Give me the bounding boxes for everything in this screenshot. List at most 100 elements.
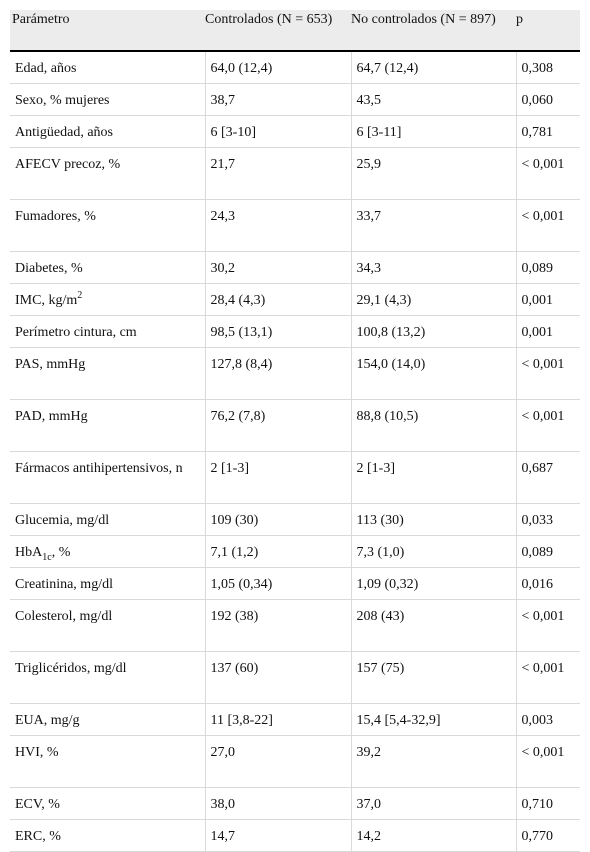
cell-p: 0,781: [515, 115, 580, 148]
cell-parametro: Edad, años: [10, 51, 205, 84]
table-row: IMC, kg/m2 28,4 (4,3) 29,1 (4,3) 0,001: [10, 283, 580, 316]
table-row: PAS, mmHg 127,8 (8,4) 154,0 (14,0) < 0,001: [10, 347, 580, 400]
cell-controlados: 6 [3-10]: [204, 115, 351, 148]
parametro-text: PAD, mmHg: [15, 409, 88, 424]
cell-no-controlados: 208 (43): [350, 599, 516, 652]
cell-controlados: 24,3: [204, 199, 351, 252]
cell-p: 0,033: [515, 503, 580, 536]
table-row: Perímetro cintura, cm 98,5 (13,1) 100,8 (1…: [10, 315, 580, 348]
cell-p: 0,089: [515, 535, 580, 568]
cell-controlados: 38,0: [204, 787, 351, 820]
cell-no-controlados: 7,3 (1,0): [350, 535, 516, 568]
cell-controlados: 109 (30): [204, 503, 351, 536]
cell-parametro: Creatinina, mg/dl: [10, 567, 205, 600]
cell-no-controlados: 1,09 (0,32): [350, 567, 516, 600]
cell-parametro: ECV, %: [10, 787, 205, 820]
table-row: Fumadores, % 24,3 33,7 < 0,001: [10, 199, 580, 252]
cell-parametro: Triglicéridos, mg/dl: [10, 651, 205, 704]
parametro-text: Edad, años: [15, 61, 77, 76]
cell-parametro: ERC, %: [10, 819, 205, 852]
cell-p: < 0,001: [515, 147, 580, 200]
cell-controlados: 27,0: [204, 735, 351, 788]
cell-parametro: PAD, mmHg: [10, 399, 205, 452]
cell-parametro: HVI, %: [10, 735, 205, 788]
header-row: Parámetro Controlados (N = 653) No contr…: [10, 10, 580, 52]
parametro-text: Fumadores, %: [15, 209, 96, 224]
parametro-text: Glucemia, mg/dl: [15, 513, 110, 528]
parametro-text: Sexo, % mujeres: [15, 93, 110, 108]
cell-no-controlados: 154,0 (14,0): [350, 347, 516, 400]
parametro-text: ECV, %: [15, 797, 60, 812]
table-row: Antigüedad, años 6 [3-10] 6 [3-11] 0,781: [10, 115, 580, 148]
cell-no-controlados: 33,7: [350, 199, 516, 252]
table-row: EUA, mg/g 11 [3,8-22] 15,4 [5,4-32,9] 0,003: [10, 703, 580, 736]
cell-controlados: 1,05 (0,34): [204, 567, 351, 600]
cell-no-controlados: 25,9: [350, 147, 516, 200]
table-body: Edad, años 64,0 (12,4) 64,7 (12,4) 0,308 Sex…: [10, 51, 580, 852]
cell-parametro: Fármacos antihipertensivos, n: [10, 451, 205, 504]
cell-parametro: HbA1c, %: [10, 535, 205, 568]
cell-no-controlados: 37,0: [350, 787, 516, 820]
cell-p: < 0,001: [515, 735, 580, 788]
parametro-text: IMC, kg/m: [15, 293, 78, 308]
table-row: Fármacos antihipertensivos, n 2 [1-3] 2 [1…: [10, 451, 580, 504]
cell-no-controlados: 100,8 (13,2): [350, 315, 516, 348]
table-row: PAD, mmHg 76,2 (7,8) 88,8 (10,5) < 0,001: [10, 399, 580, 452]
cell-no-controlados: 14,2: [350, 819, 516, 852]
table-row: Diabetes, % 30,2 34,3 0,089: [10, 251, 580, 284]
cell-p: < 0,001: [515, 599, 580, 652]
table-row: ECV, % 38,0 37,0 0,710: [10, 787, 580, 820]
cell-no-controlados: 34,3: [350, 251, 516, 284]
cell-parametro: Perímetro cintura, cm: [10, 315, 205, 348]
parametro-text: Colesterol, mg/dl: [15, 609, 113, 624]
parametro-text: AFECV precoz, %: [15, 157, 121, 172]
cell-parametro: Sexo, % mujeres: [10, 83, 205, 116]
header-p: p: [516, 10, 580, 52]
cell-controlados: 64,0 (12,4): [204, 51, 351, 84]
parametro-text: Perímetro cintura, cm: [15, 325, 137, 340]
parametro-suffix: , %: [51, 545, 71, 560]
parametro-text: Antigüedad, años: [15, 125, 113, 140]
cell-no-controlados: 39,2: [350, 735, 516, 788]
cell-controlados: 30,2: [204, 251, 351, 284]
cell-p: < 0,001: [515, 651, 580, 704]
parametro-subscript: 1c: [42, 552, 52, 563]
table-row: Sexo, % mujeres 38,7 43,5 0,060: [10, 83, 580, 116]
cell-parametro: PAS, mmHg: [10, 347, 205, 400]
cell-no-controlados: 6 [3-11]: [350, 115, 516, 148]
table-row: Edad, años 64,0 (12,4) 64,7 (12,4) 0,308: [10, 51, 580, 84]
cell-controlados: 2 [1-3]: [204, 451, 351, 504]
cell-controlados: 11 [3,8-22]: [204, 703, 351, 736]
cell-controlados: 38,7: [204, 83, 351, 116]
parametro-text: ERC, %: [15, 829, 61, 844]
parametro-text: HVI, %: [15, 745, 59, 760]
table-header: Parámetro Controlados (N = 653) No contr…: [10, 10, 580, 52]
cell-parametro: Diabetes, %: [10, 251, 205, 284]
cell-parametro: IMC, kg/m2: [10, 283, 205, 316]
cell-no-controlados: 64,7 (12,4): [350, 51, 516, 84]
table-row: Colesterol, mg/dl 192 (38) 208 (43) < 0,001: [10, 599, 580, 652]
cell-no-controlados: 2 [1-3]: [350, 451, 516, 504]
cell-controlados: 14,7: [204, 819, 351, 852]
parametro-superscript: 2: [77, 290, 83, 301]
cell-controlados: 7,1 (1,2): [204, 535, 351, 568]
table-row: ERC, % 14,7 14,2 0,770: [10, 819, 580, 852]
table-row: Triglicéridos, mg/dl 137 (60) 157 (75) < 0,…: [10, 651, 580, 704]
cell-p: 0,003: [515, 703, 580, 736]
parametro-text: HbA: [15, 545, 43, 560]
cell-controlados: 98,5 (13,1): [204, 315, 351, 348]
cell-p: 0,001: [515, 315, 580, 348]
cell-no-controlados: 88,8 (10,5): [350, 399, 516, 452]
table-row: Glucemia, mg/dl 109 (30) 113 (30) 0,033: [10, 503, 580, 536]
cell-p: 0,308: [515, 51, 580, 84]
table-row: Creatinina, mg/dl 1,05 (0,34) 1,09 (0,32) 0…: [10, 567, 580, 600]
cell-no-controlados: 29,1 (4,3): [350, 283, 516, 316]
cell-p: 0,001: [515, 283, 580, 316]
cell-controlados: 137 (60): [204, 651, 351, 704]
cell-parametro: Antigüedad, años: [10, 115, 205, 148]
cell-controlados: 21,7: [204, 147, 351, 200]
parametro-text: Diabetes, %: [15, 261, 83, 276]
parametro-text: Triglicéridos, mg/dl: [15, 661, 127, 676]
cell-p: 0,770: [515, 819, 580, 852]
cell-p: 0,710: [515, 787, 580, 820]
